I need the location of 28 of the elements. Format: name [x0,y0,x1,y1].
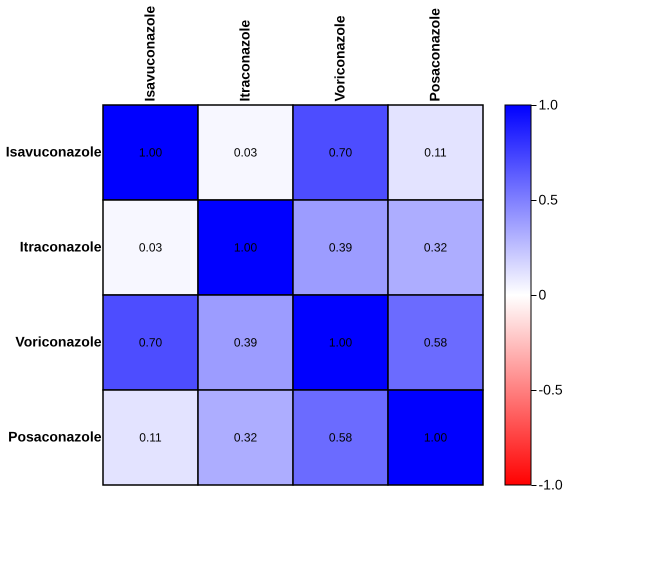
data-label: 1.00 [328,336,352,350]
data-label: 1.00 [234,240,258,254]
x-tick-label: Posaconazole [426,8,442,102]
x-tick-label: Itraconazole [236,20,252,102]
data-label: 0.39 [328,240,352,254]
y-tick-label: Posaconazole [8,428,102,444]
color-bar-label: -1.0 [538,476,563,492]
y-tick-label: Voriconazole [15,334,102,350]
data-label: 0.58 [328,430,352,444]
data-label: 0.11 [139,430,162,444]
data-label: 0.70 [328,146,352,160]
x-tick-label: Voriconazole [332,15,348,102]
data-label: 0.03 [138,240,162,254]
data-label: 0.03 [234,146,258,160]
color-bar-label: 1.0 [538,96,558,112]
y-tick-label: Itraconazole [20,238,102,254]
data-label: 0.11 [424,146,448,160]
data-label: 0.39 [234,336,258,350]
color-bar-label: 0 [538,286,546,302]
color-bar-label: 0.5 [538,192,558,208]
y-tick-label: Isavuconazole [6,144,102,160]
color-bar-label: -0.5 [538,382,563,398]
data-label: 0.58 [424,336,448,350]
data-label: 1.00 [424,430,448,444]
data-label: 0.32 [234,430,258,444]
data-label: 1.00 [138,146,162,160]
data-label: 0.32 [424,240,448,254]
data-label: 0.70 [138,336,162,350]
